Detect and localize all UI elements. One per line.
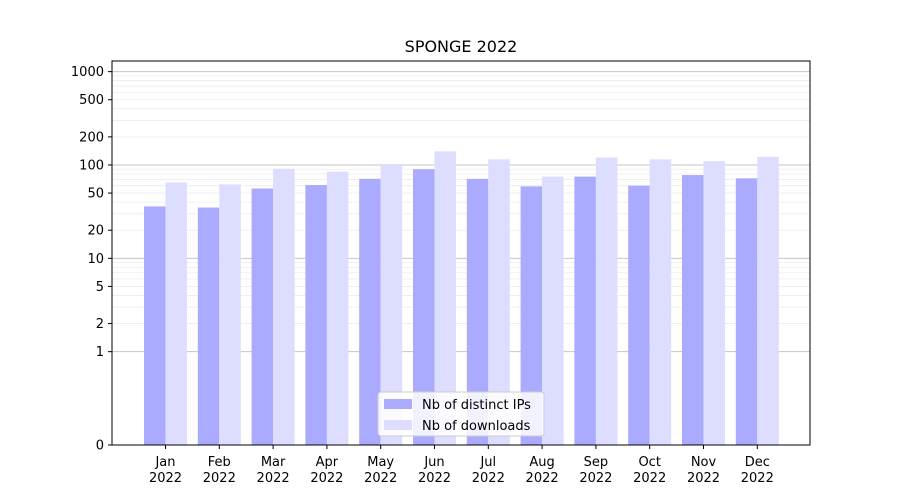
bar-distinct-ips: [628, 185, 650, 445]
bar-downloads: [542, 176, 564, 445]
bar-distinct-ips: [144, 206, 166, 445]
bar-downloads: [703, 161, 725, 446]
x-tick-label: Sep 2022: [579, 455, 612, 486]
x-tick-label: Jan 2022: [149, 455, 182, 486]
y-tick-label: 2: [96, 317, 104, 332]
x-tick-label: Dec 2022: [741, 455, 774, 486]
bar-distinct-ips: [682, 175, 704, 445]
x-tick-label: Jun 2022: [418, 455, 451, 486]
y-tick-label: 20: [87, 224, 104, 239]
bar-distinct-ips: [466, 178, 489, 445]
bars: [144, 151, 779, 446]
bar-distinct-ips: [251, 188, 274, 445]
bar-downloads: [434, 151, 456, 445]
x-tick-label: Jul 2022: [472, 455, 505, 486]
bar-downloads: [219, 184, 241, 445]
bar-downloads: [326, 171, 349, 445]
bar-distinct-ips: [574, 176, 596, 445]
y-tick-label: 500: [79, 93, 104, 108]
plot-frame: [111, 60, 811, 446]
y-tick-label: 200: [79, 130, 104, 145]
legend-box: [377, 391, 545, 437]
bar-distinct-ips: [520, 186, 543, 445]
legend-swatch: [384, 420, 412, 430]
y-tick-label: 50: [87, 187, 104, 202]
x-tick-label: Apr 2022: [310, 455, 343, 486]
bar-distinct-ips: [735, 178, 758, 445]
bar-distinct-ips: [359, 178, 381, 445]
y-tick-label: 1000: [71, 65, 104, 80]
y-tick-label: 5: [96, 280, 104, 295]
bar-downloads: [165, 182, 187, 445]
legend: Nb of distinct IPs Nb of downloads: [377, 391, 545, 437]
bar-downloads: [273, 168, 295, 446]
bar-downloads: [595, 157, 618, 446]
x-axis: Jan 2022 Feb 2022 Mar 2022 Apr 2022 May 2022 Jun 20…: [149, 445, 774, 486]
y-tick-label: 10: [87, 252, 104, 267]
y-tick-label: 0: [96, 439, 104, 454]
x-tick-label: Nov 2022: [687, 455, 720, 486]
legend-label: Nb of distinct IPs: [422, 398, 531, 413]
bar-distinct-ips: [197, 207, 220, 445]
x-tick-label: Mar 2022: [257, 455, 290, 486]
bar-downloads: [757, 156, 779, 445]
y-tick-label: 1: [96, 345, 104, 360]
bar-downloads: [380, 164, 403, 446]
bar-downloads: [649, 159, 672, 445]
y-tick-label: 100: [79, 158, 104, 173]
y-axis: 0 1 2 5 10 20 50 100 200 500 1000: [71, 65, 112, 454]
x-tick-label: Aug 2022: [526, 455, 559, 486]
bar-distinct-ips: [413, 169, 435, 446]
x-tick-label: May 2022: [364, 455, 397, 486]
x-tick-label: Feb 2022: [203, 455, 236, 486]
x-tick-label: Oct 2022: [633, 455, 666, 486]
bar-downloads: [488, 159, 510, 445]
legend-swatch: [384, 399, 412, 409]
chart-title: SPONGE 2022: [405, 37, 518, 56]
legend-label: Nb of downloads: [422, 419, 531, 434]
bar-distinct-ips: [305, 185, 327, 445]
